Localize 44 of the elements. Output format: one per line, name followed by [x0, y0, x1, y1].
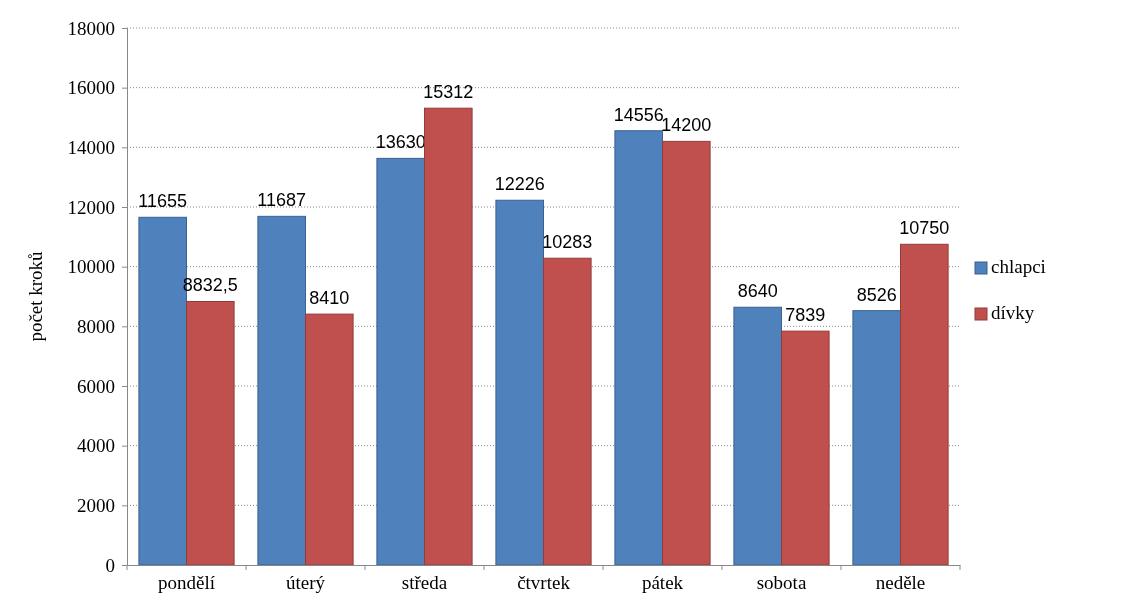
x-tick-label: středa: [401, 571, 448, 593]
bar: [852, 310, 901, 566]
x-tick-label: pátek: [641, 571, 684, 593]
bar: [614, 130, 663, 566]
bar: [495, 199, 544, 566]
x-tick-label: úterý: [285, 571, 326, 593]
y-tick-label: 14000: [67, 136, 115, 158]
y-tick-label: 0: [105, 554, 115, 576]
data-label: 8526: [856, 284, 897, 305]
bar: [733, 306, 782, 566]
data-label: 8640: [737, 281, 778, 302]
y-tick-label: 16000: [67, 77, 115, 99]
y-tick-label: 10000: [67, 256, 115, 278]
y-tick-label: 8000: [77, 315, 115, 337]
bar: [662, 140, 711, 566]
bar: [257, 215, 306, 566]
data-label: 12226: [494, 174, 545, 195]
bar: [781, 330, 830, 566]
bar: [305, 313, 354, 566]
y-tick-label: 4000: [77, 435, 115, 457]
y-tick-label: 12000: [67, 196, 115, 218]
data-label: 15312: [423, 82, 474, 103]
legend-label: dívky: [991, 302, 1035, 323]
bar: [900, 243, 949, 566]
data-label: 13630: [375, 132, 426, 153]
x-tick-label: sobota: [756, 571, 807, 593]
bar: [424, 107, 473, 566]
data-label: 8410: [309, 288, 350, 309]
bar: [543, 257, 592, 566]
bar: [376, 157, 425, 566]
data-label: 11687: [257, 190, 307, 211]
y-tick-label: 18000: [67, 17, 115, 39]
x-tick-label: neděle: [875, 571, 926, 593]
data-label: 10750: [899, 218, 950, 239]
y-axis-title: počet kroků: [25, 250, 46, 342]
data-label: 14556: [613, 104, 664, 125]
y-tick-label: 6000: [77, 375, 115, 397]
bar: [186, 301, 235, 566]
data-label: 7839: [785, 305, 826, 326]
x-tick-label: pondělí: [158, 571, 216, 593]
legend-label: chlapci: [991, 256, 1046, 277]
y-tick-label: 2000: [77, 494, 115, 516]
x-tick-label: čtvrtek: [517, 571, 571, 593]
data-label: 11655: [138, 191, 188, 212]
